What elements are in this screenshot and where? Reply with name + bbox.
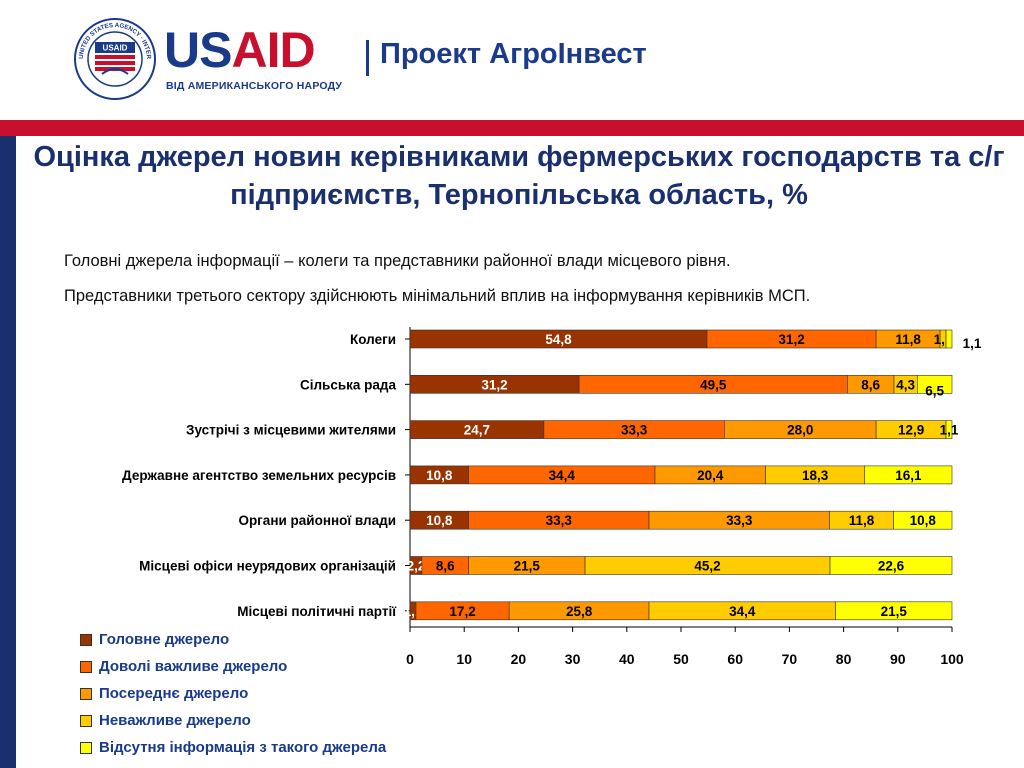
slide-title: Оцінка джерел новин керівниками фермерсь… — [33, 141, 1005, 211]
legend-item: Відсутня інформація з такого джерела — [80, 734, 386, 761]
legend-swatch — [80, 660, 92, 673]
data-label: 20,4 — [697, 468, 724, 483]
svg-text:USAID: USAID — [103, 44, 128, 53]
x-tick-label: 10 — [456, 651, 472, 667]
x-tick-label: 80 — [836, 651, 852, 667]
data-label: 1,1 — [940, 423, 959, 438]
data-label: 33,3 — [546, 513, 573, 528]
legend-label: Головне джерело — [99, 631, 230, 648]
data-label: 10,8 — [426, 513, 453, 528]
data-label: 22,6 — [878, 559, 905, 574]
data-label: 17,2 — [449, 604, 475, 619]
header: UNITED STATES AGENCY · INTERNATIONAL DEV… — [0, 0, 1024, 122]
data-label: 31,2 — [481, 377, 507, 392]
header-divider — [366, 40, 369, 76]
x-tick-label: 90 — [890, 651, 906, 667]
data-label: 49,5 — [700, 377, 727, 392]
data-label: 34,4 — [729, 604, 756, 619]
legend-swatch — [80, 714, 92, 727]
bar-segment — [945, 329, 953, 349]
legend-item: Посереднє джерело — [80, 680, 386, 707]
x-tick-label: 40 — [619, 651, 635, 667]
project-title: Проект АгроІнвест — [380, 38, 647, 70]
legend-swatch — [80, 633, 92, 646]
category-label: Сільська рада — [300, 377, 397, 392]
data-label: 34,4 — [549, 468, 576, 483]
data-label: 12,9 — [898, 423, 924, 438]
legend-item: Головне джерело — [80, 626, 386, 653]
data-label: 33,3 — [726, 513, 753, 528]
note-2: Представники третього сектору здійснюють… — [64, 287, 811, 305]
left-accent-bar — [0, 136, 16, 768]
x-tick-label: 50 — [673, 651, 689, 667]
data-label: 11,8 — [849, 513, 875, 528]
data-label: 16,1 — [895, 468, 922, 483]
legend-label: Відсутня інформація з такого джерела — [99, 739, 387, 756]
x-tick-label: 100 — [940, 651, 964, 667]
category-label: Органи районної влади — [238, 513, 396, 528]
red-band — [0, 120, 1024, 136]
legend-label: Посереднє джерело — [99, 685, 249, 702]
data-label: 33,3 — [621, 423, 648, 438]
data-label: 24,7 — [464, 423, 490, 438]
x-tick-label: 20 — [511, 651, 527, 667]
data-label: 2,2 — [407, 559, 426, 574]
bar-segment — [835, 601, 953, 621]
x-tick-label: 30 — [565, 651, 581, 667]
data-label: 21,5 — [514, 559, 541, 574]
data-label: 28,0 — [787, 423, 813, 438]
data-label: 45,2 — [694, 559, 720, 574]
legend-label: Доволі важливе джерело — [99, 658, 288, 675]
data-label: 25,8 — [566, 604, 593, 619]
note-1: Головні джерела інформації – колеги та п… — [64, 252, 731, 270]
data-label: 21,5 — [881, 604, 908, 619]
data-label: 1,1 — [963, 336, 982, 351]
data-label: 54,8 — [545, 332, 572, 347]
data-label: 10,8 — [426, 468, 453, 483]
usaid-seal-logo: UNITED STATES AGENCY · INTERNATIONAL DEV… — [74, 18, 156, 100]
bar-segment — [917, 374, 953, 394]
bar-segment — [893, 510, 953, 530]
x-tick-label: 60 — [727, 651, 743, 667]
legend-label: Неважливе джерело — [99, 712, 251, 729]
data-label: 4,3 — [896, 377, 915, 392]
bar-segment — [829, 556, 953, 575]
usaid-tagline: ВІД АМЕРИКАНСЬКОГО НАРОДУ — [166, 80, 343, 92]
legend-swatch — [80, 741, 92, 754]
chart-legend: Головне джерело Доволі важливе джерело П… — [80, 626, 386, 761]
x-tick-label: 0 — [406, 651, 414, 667]
bar-segment — [945, 420, 953, 439]
legend-item: Доволі важливе джерело — [80, 653, 386, 680]
data-label: 8,6 — [436, 559, 455, 574]
category-label: Місцеві офіси неурядових організацій — [139, 559, 396, 574]
legend-item: Неважливе джерело — [80, 707, 386, 734]
category-label: Державне агентство земельних ресурсів — [122, 468, 396, 483]
data-label: 31,2 — [778, 332, 804, 347]
x-tick-label: 70 — [782, 651, 798, 667]
data-label: 11,8 — [895, 332, 921, 347]
category-label: Місцеві політичні партії — [237, 604, 397, 619]
data-label: 10,8 — [910, 513, 937, 528]
data-label: 8,6 — [861, 377, 880, 392]
category-label: Зустрічі з місцевими жителями — [186, 423, 396, 438]
data-label: 6,5 — [925, 383, 944, 398]
category-label: Колеги — [350, 332, 396, 347]
bar-segment — [864, 465, 953, 485]
legend-swatch — [80, 687, 92, 700]
data-label: 18,3 — [802, 468, 829, 483]
usaid-wordmark: USAID — [164, 22, 316, 78]
